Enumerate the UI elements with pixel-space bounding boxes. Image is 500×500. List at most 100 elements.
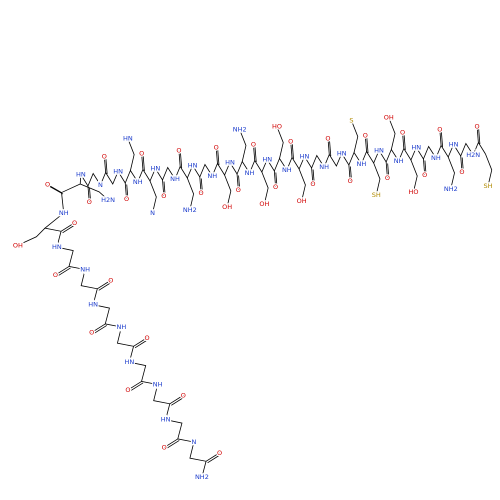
carbonyl-bond [254, 146, 257, 163]
nitrogen-label: NH [59, 209, 69, 217]
carbonyl-bond [127, 381, 142, 391]
nitrogen-label: NH [394, 157, 404, 165]
nitrogen-label: HN [188, 162, 198, 170]
side-chain-label: OH [222, 203, 232, 211]
backbone [44, 141, 486, 478]
carbonyl-bond [205, 452, 220, 462]
nitrogen-label: HN [88, 301, 98, 309]
nitrogen-label: NH [117, 323, 127, 331]
side-chain [388, 117, 396, 150]
carbonyl-bond [48, 185, 64, 195]
carbonyl-bond [98, 281, 113, 291]
side-chain-label: S [349, 117, 353, 125]
bonds [17, 117, 493, 478]
side-chain [224, 174, 232, 207]
carbonyl-bond [440, 131, 443, 148]
carbonyl-bond [56, 267, 71, 277]
carbonyl-bond [327, 138, 330, 155]
oxygen-label: O [72, 219, 77, 227]
carbonyl-bond [424, 160, 427, 177]
carbonyl-bond [55, 266, 70, 276]
nitrogen-label: N [98, 181, 103, 189]
oxygen-label: O [348, 177, 353, 185]
nitrogen-label: NH [282, 166, 292, 174]
carbonyl-bond [275, 172, 278, 189]
carbonyl-bond [91, 323, 106, 333]
oxygen-label: O [236, 186, 241, 194]
carbonyl-bond [97, 279, 112, 290]
side-chain [447, 156, 455, 189]
oxygen-label: O [273, 183, 278, 191]
carbonyl-bond [366, 137, 369, 154]
oxygen-label: O [217, 449, 222, 457]
carbonyl-bond [105, 158, 108, 175]
carbonyl-bond [238, 175, 241, 192]
carbonyl-bond [171, 396, 186, 406]
oxygen-label: O [124, 195, 129, 203]
nitrogen-label: HN [449, 141, 459, 149]
oxygen-label: O [363, 132, 368, 140]
nitrogen-label: NH [170, 175, 180, 183]
side-chain [276, 126, 284, 159]
side-chain [261, 171, 269, 204]
nitrogen-label: N [191, 438, 196, 446]
nitrogen-label: NH [80, 266, 90, 274]
nitrogen-label: HN [113, 168, 123, 176]
oxygen-label: O [400, 129, 405, 137]
carbonyl-bond [199, 176, 202, 193]
oxygen-label: O [161, 192, 166, 200]
carbonyl-bond [126, 184, 129, 201]
carbonyl-bond [180, 152, 183, 169]
oxygen-label: O [176, 147, 181, 155]
carbonyl-bond [290, 141, 293, 158]
oxygen-label: O [199, 189, 204, 197]
side-chain [186, 177, 195, 210]
nitrogen-label: NH [207, 172, 217, 180]
side-chain-label: OH [259, 200, 269, 208]
carbonyl-bond [349, 166, 353, 183]
carbonyl-bond [164, 438, 178, 448]
carbonyl-bond [142, 155, 145, 172]
side-chain-label: HO [272, 123, 282, 131]
carbonyl-bond [124, 182, 127, 199]
oxygen-label: O [288, 138, 293, 146]
carbonyl-bond [62, 223, 77, 234]
oxygen-label: O [145, 334, 150, 342]
oxygen-label: O [181, 391, 186, 399]
carbonyl-bond [89, 187, 92, 204]
nitrogen-label: HN [262, 156, 272, 164]
oxygen-label: O [459, 168, 464, 176]
carbonyl-bond [461, 157, 464, 174]
carbonyl-bond [439, 129, 442, 146]
side-chain [127, 138, 135, 171]
carbonyl-bond [133, 337, 148, 347]
carbonyl-bond [402, 132, 405, 149]
carbonyl-bond [165, 440, 180, 450]
carbonyl-bond [134, 338, 149, 349]
carbonyl-bond [460, 155, 463, 172]
side-chain-label: NH2 [183, 206, 197, 214]
side-chain-label: NH2 [444, 185, 458, 193]
nitrogen-label: HN [337, 150, 347, 158]
carbonyl-bond [141, 153, 144, 170]
oxygen-label: O [45, 181, 50, 189]
side-chain [298, 168, 306, 201]
carbonyl-bond [129, 382, 144, 392]
carbonyl-bond [387, 163, 390, 180]
carbonyl-bond [162, 179, 165, 196]
nitrogen-label: NH [319, 163, 329, 171]
carbonyl-bond [312, 169, 315, 186]
side-chain [373, 162, 381, 195]
oxygen-label: O [437, 126, 442, 134]
carbonyl-bond [60, 222, 75, 232]
carbonyl-bond [236, 173, 239, 190]
carbonyl-bond [291, 143, 294, 160]
carbonyl-bond [273, 170, 277, 187]
side-chain-label: SH [484, 182, 493, 190]
carbonyl-bond [364, 135, 367, 152]
oxygen-label: O [102, 153, 107, 161]
side-chain-label: OH [384, 114, 394, 122]
nitrogen-label: HN [161, 416, 171, 424]
oxygen-label: O [385, 174, 390, 182]
